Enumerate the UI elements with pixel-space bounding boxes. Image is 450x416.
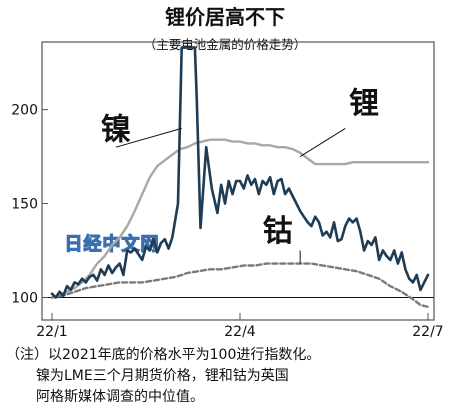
y-tick-label: 150: [11, 197, 38, 213]
footnote: （注）以2021年底的价格水平为100进行指数化。 镍为LME三个月期货价格，锂…: [6, 345, 446, 408]
chart-title: 锂价居高不下: [165, 5, 285, 29]
x-axis: 22/1 22/4 22/7: [36, 313, 444, 340]
footnote-line-3: 阿格斯媒体调查的中位值。: [36, 389, 204, 405]
series-label-lithium: 锂: [349, 86, 379, 121]
series-label-cobalt: 钴: [263, 214, 293, 249]
x-tick-label: 22/7: [412, 324, 443, 340]
y-axis: 100 150 200: [11, 103, 48, 306]
plot-frame: [41, 41, 435, 321]
footnote-line-2: 镍为LME三个月期货价格，锂和钴为英国: [36, 368, 289, 384]
leader-line: [299, 127, 346, 158]
series-layer: [50, 46, 430, 309]
series-label-nickel: 镍: [101, 113, 131, 148]
series-line-cobalt: [50, 262, 430, 309]
y-tick-label: 100: [11, 290, 38, 306]
x-tick-label: 22/1: [36, 324, 67, 340]
series-line-lithium: [50, 138, 430, 299]
x-tick-label: 22/4: [224, 324, 256, 340]
chart-subtitle: （主要电池金属的价格走势）: [144, 37, 307, 52]
series-line-nickel: [50, 46, 430, 299]
y-tick-label: 200: [11, 103, 38, 119]
leader-line: [115, 127, 182, 148]
footnote-line-1: （注）以2021年底的价格水平为100进行指数化。: [6, 347, 321, 363]
series-label-layer: 镍 锂钴: [101, 86, 379, 264]
